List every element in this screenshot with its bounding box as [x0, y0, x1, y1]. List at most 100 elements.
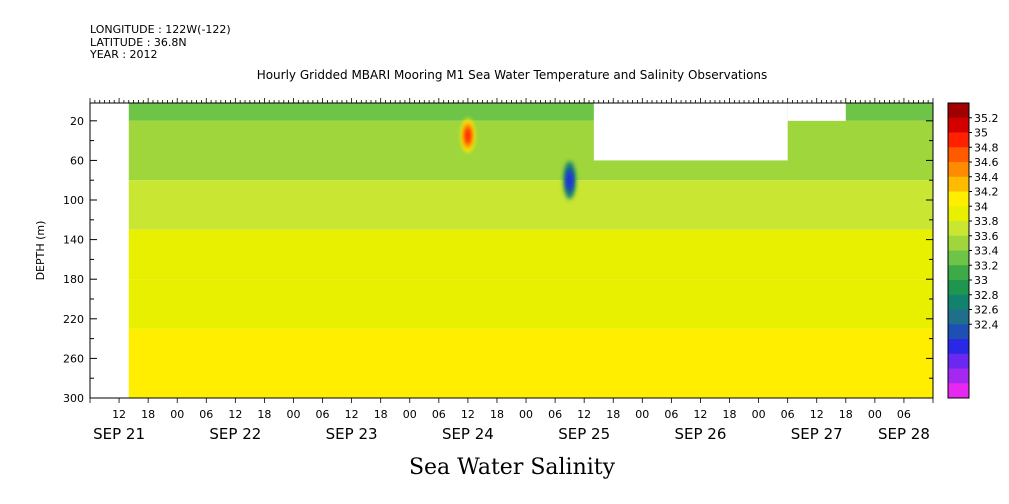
missing-data-region-0: [90, 103, 129, 398]
x-hour-label: 12: [577, 408, 591, 421]
colorbar-swatch: [948, 147, 969, 163]
y-tick-label: 300: [63, 392, 84, 405]
colorbar-label: 33.6: [974, 230, 999, 243]
x-hour-label: 18: [606, 408, 620, 421]
plot-area: [90, 103, 933, 398]
colorbar-swatch: [948, 265, 969, 281]
colorbar-swatch: [948, 383, 969, 399]
colorbar-swatch: [948, 324, 969, 340]
y-tick-label: 100: [63, 194, 84, 207]
x-hour-label: 12: [112, 408, 126, 421]
x-hour-label: 06: [664, 408, 678, 421]
x-day-label: SEP 23: [326, 425, 378, 443]
salinity-band-1: [90, 120, 933, 181]
colorbar-label: 34: [974, 200, 988, 213]
colorbar-swatch: [948, 280, 969, 296]
colorbar-swatch: [948, 117, 969, 133]
colorbar-swatch: [948, 368, 969, 384]
colorbar-label: 32.4: [974, 318, 999, 331]
x-hour-label: 00: [635, 408, 649, 421]
salinity-band-2: [90, 180, 933, 230]
missing-data-region-1: [593, 103, 788, 161]
x-hour-label: 06: [316, 408, 330, 421]
y-tick-label: 140: [63, 234, 84, 247]
metadata-block: LONGITUDE : 122W(-122) LATITUDE : 36.8N …: [90, 23, 231, 62]
missing-data-region-2: [787, 103, 846, 121]
colorbar-swatch: [948, 132, 969, 148]
colorbar-label: 33.2: [974, 259, 999, 272]
salinity-band-3: [90, 229, 933, 280]
colorbar-swatch: [948, 176, 969, 192]
x-hour-label: 18: [839, 408, 853, 421]
colorbar-label: 34.6: [974, 156, 999, 169]
x-hour-label: 00: [519, 408, 533, 421]
x-hour-label: 06: [432, 408, 446, 421]
x-hour-label: 12: [810, 408, 824, 421]
x-hour-label: 12: [693, 408, 707, 421]
colorbar-swatch: [948, 221, 969, 237]
chart-title: Hourly Gridded MBARI Mooring M1 Sea Wate…: [256, 68, 768, 82]
colorbar-swatch: [948, 294, 969, 310]
x-hour-label: 12: [345, 408, 359, 421]
colorbar-label: 35.2: [974, 112, 999, 125]
y-tick-label: 60: [70, 154, 84, 167]
colorbar-swatch: [948, 103, 969, 119]
x-hour-label: 06: [548, 408, 562, 421]
x-day-label: SEP 21: [93, 425, 145, 443]
colorbar-label: 35: [974, 127, 988, 140]
colorbar-label: 33: [974, 274, 988, 287]
colorbar-swatch: [948, 250, 969, 266]
x-hour-label: 00: [752, 408, 766, 421]
x-hour-label: 18: [257, 408, 271, 421]
y-tick-label: 20: [70, 115, 84, 128]
latitude-label: LATITUDE : 36.8N: [90, 35, 187, 49]
salinity-band-5: [90, 328, 933, 398]
y-axis-label: DEPTH (m): [34, 221, 47, 281]
y-tick-label: 180: [63, 273, 84, 286]
x-hour-label: 00: [403, 408, 417, 421]
colorbar-swatch: [948, 235, 969, 251]
x-hour-label: 06: [781, 408, 795, 421]
x-hour-label: 12: [228, 408, 242, 421]
colorbar-label: 33.8: [974, 215, 999, 228]
colorbar-swatch: [948, 339, 969, 355]
salinity-anomaly-0-ring-2: [464, 127, 471, 144]
variable-title: Sea Water Salinity: [408, 455, 616, 480]
colorbar-label: 32.6: [974, 304, 999, 317]
colorbar-label: 32.8: [974, 289, 999, 302]
x-day-label: SEP 27: [791, 425, 843, 443]
x-hour-label: 06: [897, 408, 911, 421]
x-hour-label: 12: [461, 408, 475, 421]
colorbar-label: 34.4: [974, 171, 999, 184]
x-hour-label: 00: [170, 408, 184, 421]
x-hour-label: 18: [374, 408, 388, 421]
y-tick-label: 220: [63, 313, 84, 326]
x-day-label: SEP 24: [442, 425, 494, 443]
x-day-label: SEP 22: [209, 425, 261, 443]
x-day-label: SEP 26: [674, 425, 726, 443]
axes: 20 60 100 140 180 220 260 300 DEPTH (m) 12 18 00 06 1…: [34, 98, 934, 443]
y-tick-label: 260: [63, 352, 84, 365]
longitude-label: LONGITUDE : 122W(-122): [90, 23, 231, 36]
colorbar-label: 34.2: [974, 186, 999, 199]
colorbar-label: 33.4: [974, 245, 999, 258]
x-day-label: SEP 28: [878, 425, 930, 443]
colorbar-swatch: [948, 191, 969, 207]
x-hour-label: 00: [868, 408, 882, 421]
x-hour-label: 18: [490, 408, 504, 421]
salinity-anomaly-1-ring-2: [567, 172, 573, 189]
x-hour-label: 00: [286, 408, 300, 421]
x-hour-label: 06: [199, 408, 213, 421]
salinity-band-4: [90, 279, 933, 329]
x-hour-label: 18: [141, 408, 155, 421]
colorbar-swatch: [948, 309, 969, 325]
x-hour-label: 18: [723, 408, 737, 421]
colorbar-swatch: [948, 353, 969, 369]
year-label: YEAR : 2012: [90, 48, 158, 61]
x-day-label: SEP 25: [558, 425, 610, 443]
colorbar-swatch: [948, 206, 969, 222]
colorbar-swatch: [948, 162, 969, 178]
colorbar-label: 34.8: [974, 141, 999, 154]
